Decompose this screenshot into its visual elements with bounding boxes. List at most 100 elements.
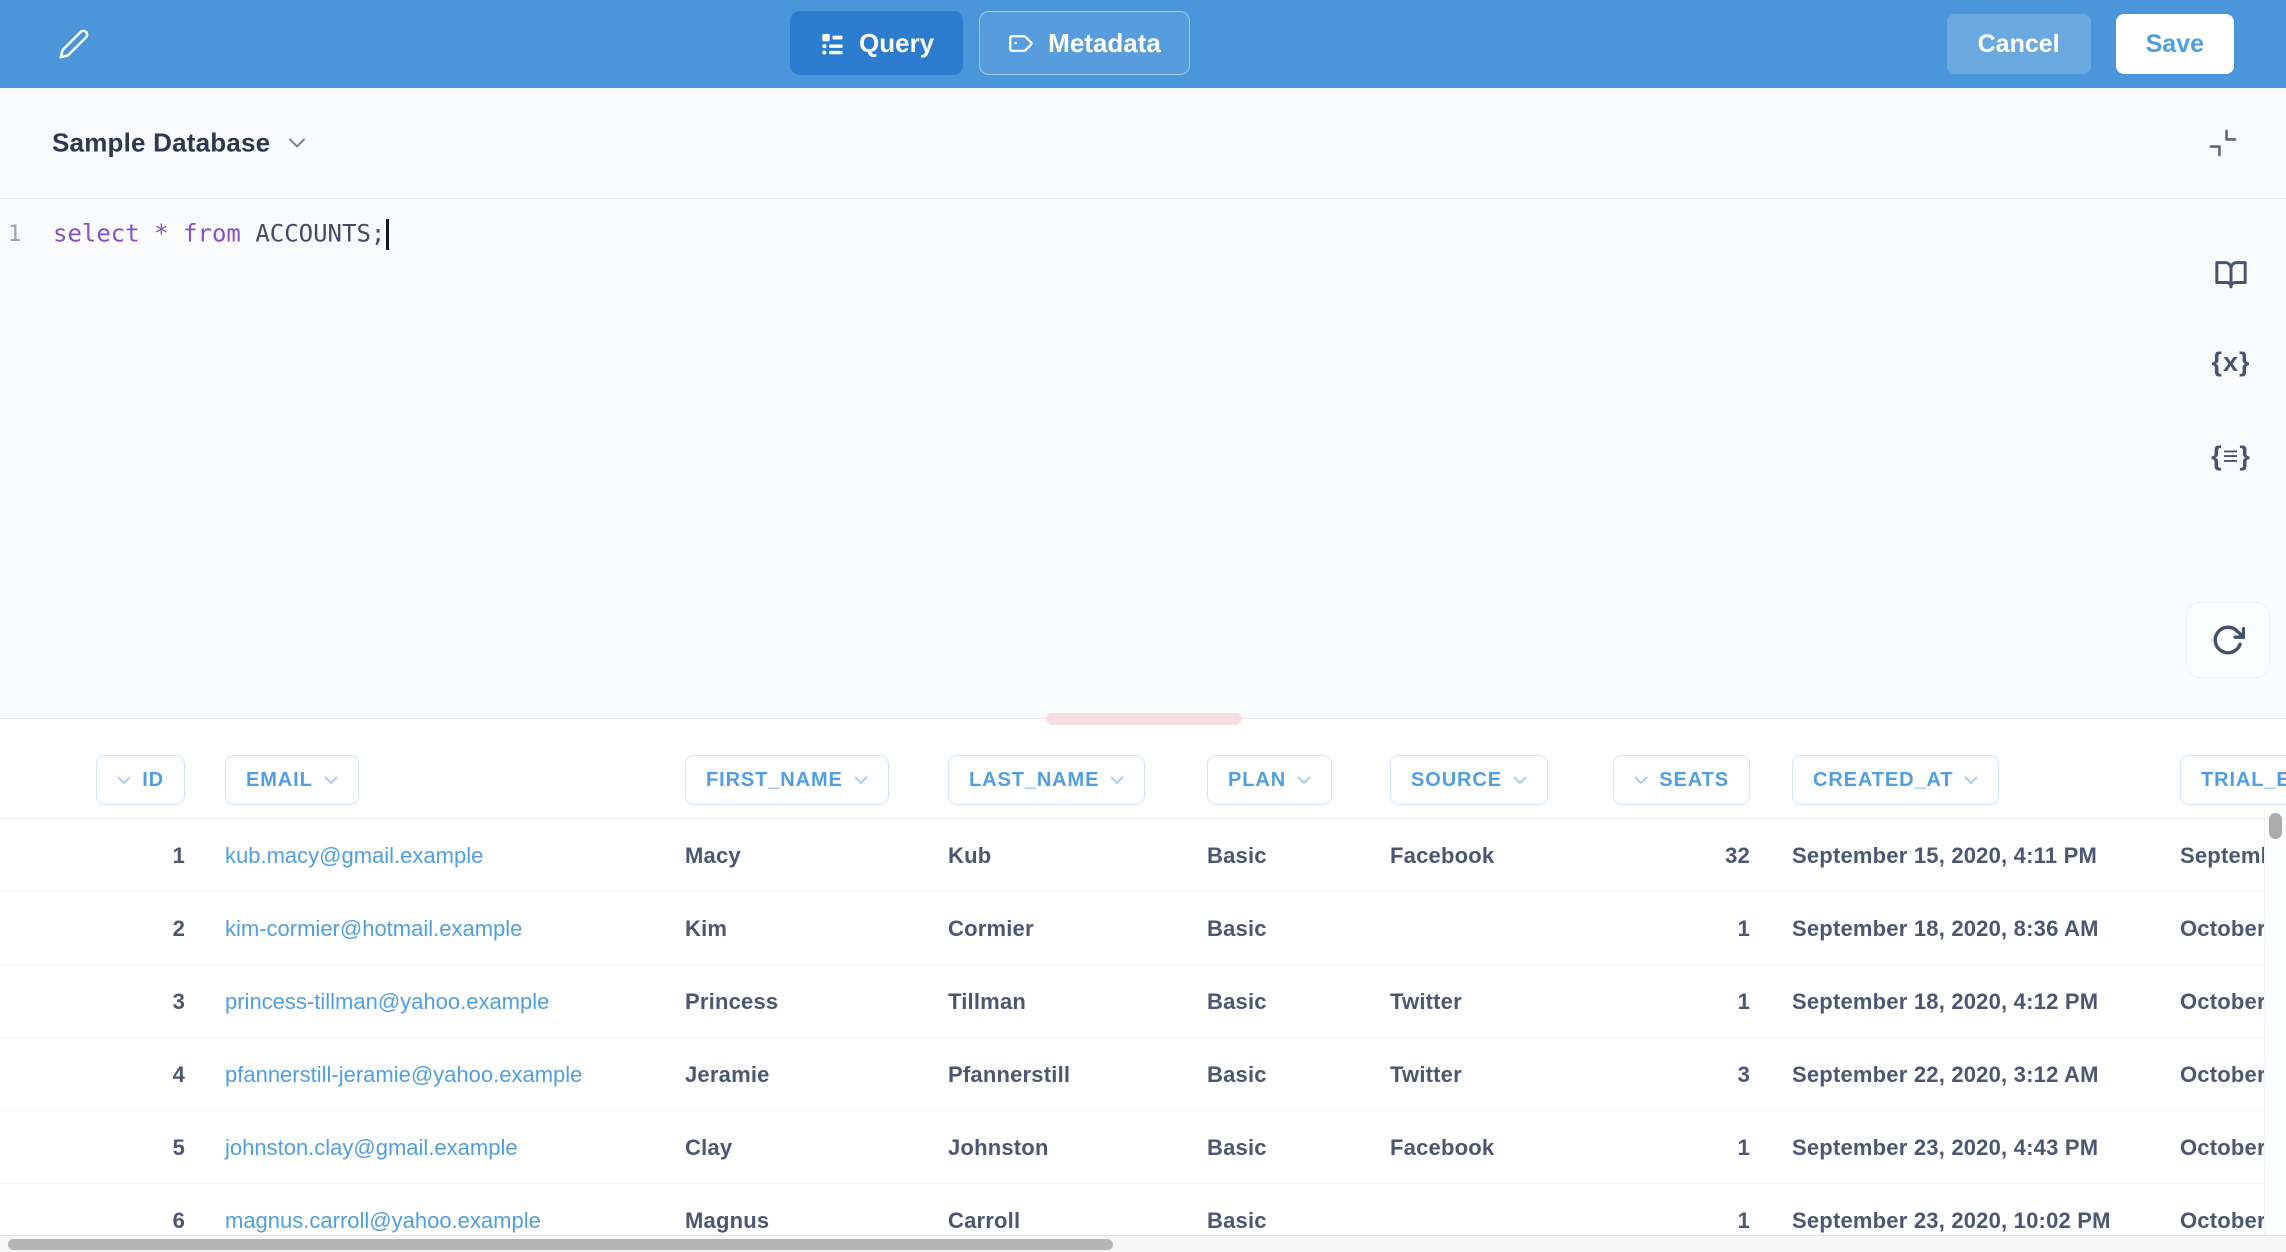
cell-trial-ends-at[interactable]: October <box>2180 989 2266 1014</box>
cell-seats[interactable]: 32 <box>1725 843 1750 868</box>
column-header-seats[interactable]: SEATS <box>1613 755 1750 805</box>
cell-first-name[interactable]: Magnus <box>685 1208 770 1233</box>
cell-last-name[interactable]: Kub <box>948 843 992 868</box>
database-name: Sample Database <box>52 127 271 158</box>
column-header-first_name[interactable]: FIRST_NAME <box>685 755 889 805</box>
column-header-wrap: SOURCE <box>1390 755 1595 805</box>
cell-last-name[interactable]: Tillman <box>948 989 1027 1014</box>
sql-token-from: from <box>183 219 256 248</box>
cell-last-name[interactable]: Johnston <box>948 1135 1049 1160</box>
chevron-down-icon <box>1964 776 1978 785</box>
cell-id[interactable]: 6 <box>172 1208 185 1233</box>
column-header-trial_ends_at[interactable]: TRIAL_ENDS_AT <box>2180 755 2286 805</box>
sql-code-line[interactable]: 1 select * from ACCOUNTS; <box>8 219 390 250</box>
column-header-label: LAST_NAME <box>969 768 1100 791</box>
cell-last-name[interactable]: Pfannerstill <box>948 1062 1071 1087</box>
cell-last-name[interactable]: Carroll <box>948 1208 1021 1233</box>
vertical-scrollbar-thumb[interactable] <box>2269 813 2282 839</box>
run-query-button[interactable] <box>2186 602 2270 678</box>
cell-created-at[interactable]: September 23, 2020, 10:02 PM <box>1792 1208 2111 1233</box>
cell-seats[interactable]: 1 <box>1737 1208 1750 1233</box>
column-header-plan[interactable]: PLAN <box>1207 755 1333 805</box>
cell-id[interactable]: 5 <box>172 1135 185 1160</box>
cell-plan[interactable]: Basic <box>1207 916 1267 941</box>
column-header-id[interactable]: ID <box>96 755 185 805</box>
editor-mode-tabs: Query Metadata <box>790 11 1190 75</box>
cell-first-name[interactable]: Macy <box>685 843 741 868</box>
cell-plan[interactable]: Basic <box>1207 1135 1267 1160</box>
column-header-email[interactable]: EMAIL <box>225 755 359 805</box>
cell-source[interactable]: Twitter <box>1390 989 1462 1014</box>
cell-seats[interactable]: 1 <box>1737 989 1750 1014</box>
cell-source[interactable]: Twitter <box>1390 1062 1462 1087</box>
tab-query[interactable]: Query <box>790 11 964 75</box>
column-header-last_name[interactable]: LAST_NAME <box>948 755 1146 805</box>
email-link-cell[interactable]: magnus.carroll@yahoo.example <box>225 1208 541 1233</box>
cell-plan[interactable]: Basic <box>1207 843 1267 868</box>
cell-seats[interactable]: 1 <box>1737 916 1750 941</box>
cell-id[interactable]: 1 <box>172 843 185 868</box>
cell-created-at[interactable]: September 15, 2020, 4:11 PM <box>1792 843 2098 868</box>
text-cursor <box>386 219 390 250</box>
column-header-source[interactable]: SOURCE <box>1390 755 1548 805</box>
cell-last-name[interactable]: Cormier <box>948 916 1034 941</box>
cell-trial-ends-at[interactable]: October <box>2180 1208 2266 1233</box>
cell-created-at[interactable]: September 18, 2020, 8:36 AM <box>1792 916 2099 941</box>
email-link-cell[interactable]: kub.macy@gmail.example <box>225 843 484 868</box>
tab-metadata[interactable]: Metadata <box>979 11 1190 75</box>
chevron-down-icon <box>1297 776 1311 785</box>
table-header-row: ID EMAIL FIRST_NAME LAST_NAME PLAN SOURCE SEAT… <box>0 755 2286 805</box>
cell-created-at[interactable]: September 22, 2020, 3:12 AM <box>1792 1062 2099 1087</box>
horizontal-scrollbar-thumb[interactable] <box>8 1239 1113 1250</box>
column-header-wrap: PLAN <box>1207 755 1377 805</box>
email-link-cell[interactable]: princess-tillman@yahoo.example <box>225 989 550 1014</box>
email-link-cell[interactable]: johnston.clay@gmail.example <box>225 1135 518 1160</box>
cell-first-name[interactable]: Jeramie <box>685 1062 770 1087</box>
cell-plan[interactable]: Basic <box>1207 989 1267 1014</box>
chevron-down-icon <box>1634 776 1648 785</box>
contract-icon <box>2206 126 2240 160</box>
cell-trial-ends-at[interactable]: October <box>2180 1135 2266 1160</box>
cell-first-name[interactable]: Clay <box>685 1135 733 1160</box>
cell-plan[interactable]: Basic <box>1207 1208 1267 1233</box>
cell-source[interactable]: Facebook <box>1390 843 1495 868</box>
cell-id[interactable]: 2 <box>172 916 185 941</box>
data-reference-button[interactable] <box>2206 250 2256 298</box>
cell-created-at[interactable]: September 23, 2020, 4:43 PM <box>1792 1135 2099 1160</box>
cancel-button[interactable]: Cancel <box>1946 14 2091 74</box>
database-selector[interactable]: Sample Database <box>52 128 306 159</box>
email-link-cell[interactable]: pfannerstill-jeramie@yahoo.example <box>225 1062 583 1087</box>
column-header-label: ID <box>142 768 164 791</box>
table-row: 3 princess-tillman@yahoo.example Princess T… <box>0 965 2286 1038</box>
resize-drag-handle[interactable] <box>1046 713 1242 725</box>
column-header-label: CREATED_AT <box>1813 768 1954 791</box>
sql-code: select * from ACCOUNTS; <box>53 219 390 250</box>
cell-seats[interactable]: 3 <box>1737 1062 1750 1087</box>
edit-title-button[interactable] <box>52 22 96 66</box>
cell-first-name[interactable]: Princess <box>685 989 779 1014</box>
variables-button[interactable]: {x} <box>2206 338 2256 386</box>
cell-first-name[interactable]: Kim <box>685 916 728 941</box>
column-header-label: SEATS <box>1659 768 1729 791</box>
cell-id[interactable]: 4 <box>172 1062 185 1087</box>
snippets-button[interactable]: {≡} <box>2206 432 2256 480</box>
sql-editor-section[interactable]: Sample Database 1 select * from ACCOUNTS… <box>0 88 2286 725</box>
cell-id[interactable]: 3 <box>172 989 185 1014</box>
top-header-bar: Query Metadata Cancel Save <box>0 0 2286 88</box>
email-link-cell[interactable]: kim-cormier@hotmail.example <box>225 916 523 941</box>
cell-source[interactable] <box>1390 892 1595 965</box>
cell-created-at[interactable]: September 18, 2020, 4:12 PM <box>1792 989 2099 1014</box>
column-header-wrap: FIRST_NAME <box>685 755 935 805</box>
cell-plan[interactable]: Basic <box>1207 1062 1267 1087</box>
column-header-label: PLAN <box>1228 768 1287 791</box>
column-header-label: FIRST_NAME <box>706 768 843 791</box>
column-header-created_at[interactable]: CREATED_AT <box>1792 755 2000 805</box>
collapse-editor-button[interactable] <box>2200 120 2246 166</box>
cell-seats[interactable]: 1 <box>1737 1135 1750 1160</box>
cell-source[interactable]: Facebook <box>1390 1135 1495 1160</box>
cell-trial-ends-at[interactable]: October <box>2180 1062 2266 1087</box>
table-row: 6 magnus.carroll@yahoo.example Magnus Carro… <box>0 1184 2286 1252</box>
save-button[interactable]: Save <box>2115 14 2234 74</box>
cell-trial-ends-at[interactable]: October <box>2180 916 2266 941</box>
